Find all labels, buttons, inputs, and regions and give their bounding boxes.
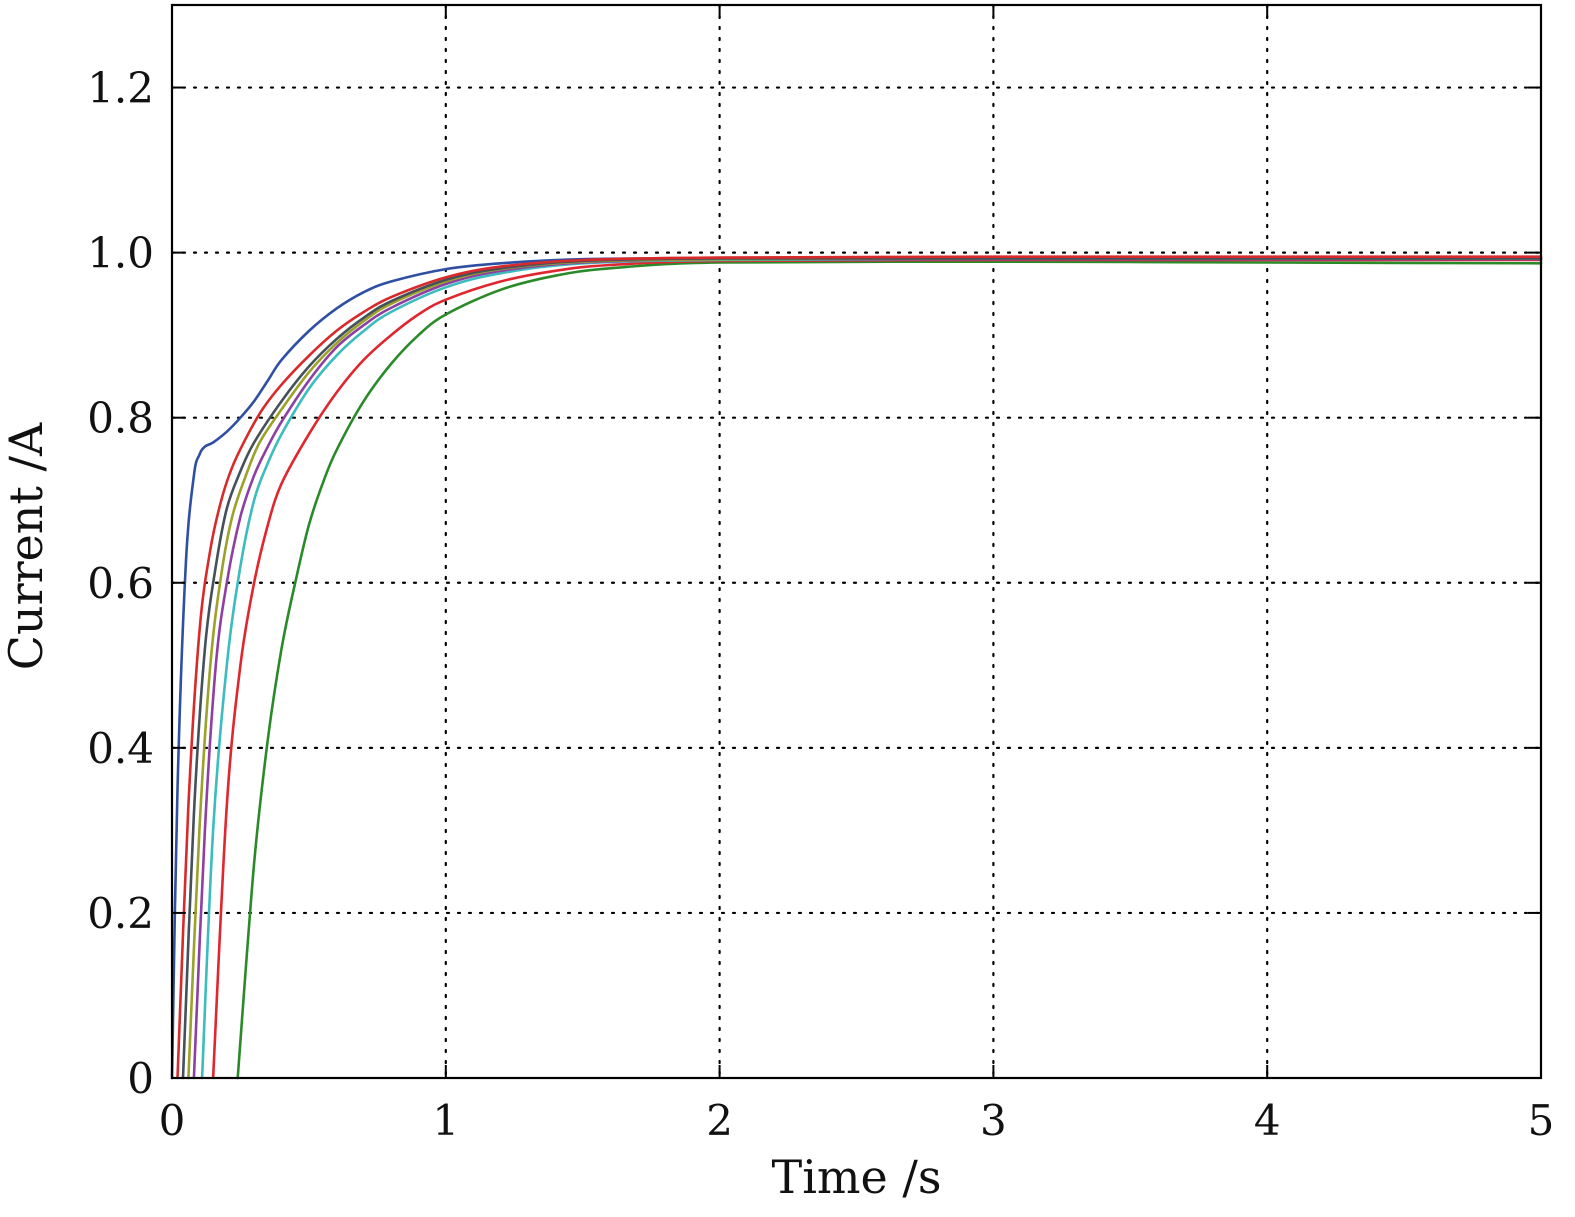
y-tick-label: 0.2 [87,889,154,938]
x-tick-label: 0 [159,1096,186,1145]
x-axis-label: Time /s [772,1150,942,1204]
x-tick-labels: 0 1 2 3 4 5 [159,1096,1555,1145]
series-lines [170,255,1543,1080]
x-tick-label: 1 [432,1096,459,1145]
y-tick-label: 0.6 [87,559,154,608]
x-tick-label: 4 [1254,1096,1281,1145]
tick-marks [171,5,1542,1079]
grid-lines [170,3,1543,1080]
x-tick-label: 2 [706,1096,733,1145]
series-line-7 [181,257,1543,1080]
y-tick-label: 0 [127,1054,154,1103]
series-line-2 [236,260,1543,1080]
plot-frame [170,3,1543,1080]
y-tick-label: 1.2 [87,64,154,113]
y-tick-label: 0.4 [87,724,154,773]
x-tick-label: 5 [1528,1096,1555,1145]
y-tick-label: 1.0 [87,229,154,278]
series-line-8 [176,255,1543,1080]
x-tick-label: 3 [980,1096,1007,1145]
y-tick-labels: 0 0.2 0.4 0.6 0.8 1.0 1.2 [87,64,154,1103]
y-tick-label: 0.8 [87,394,154,443]
y-axis-label: Current /A [0,422,53,670]
